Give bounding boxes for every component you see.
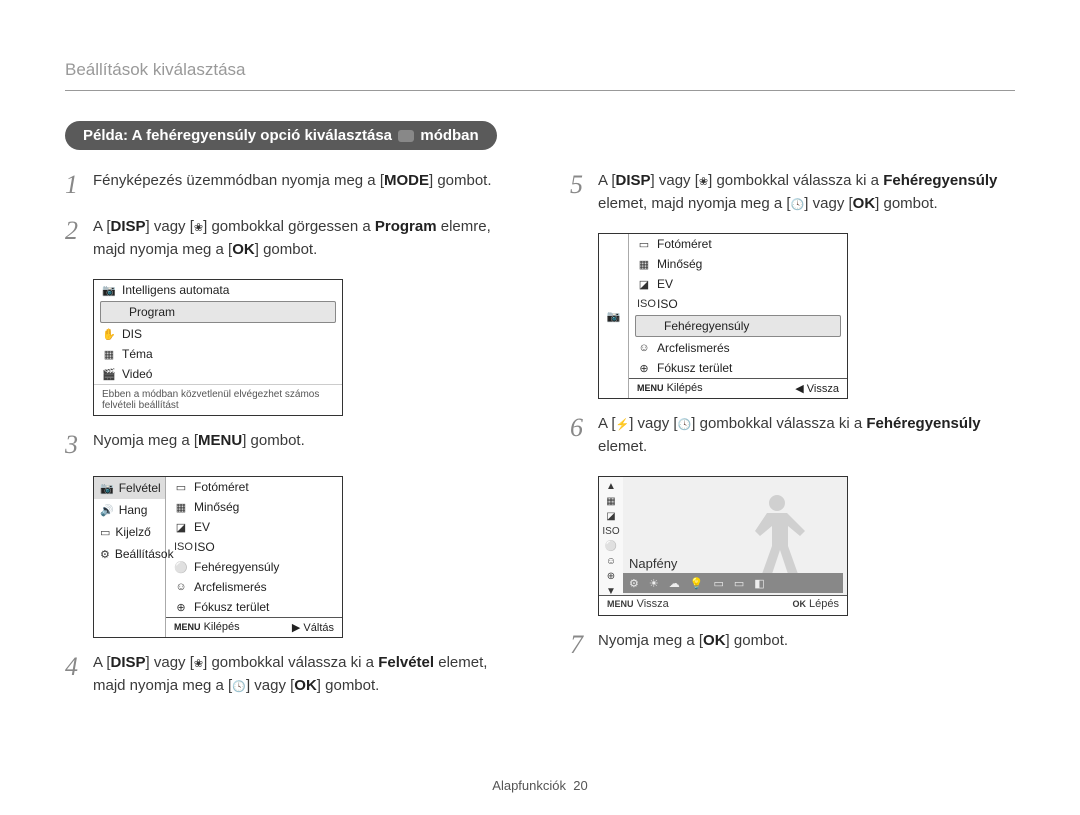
mode-button-label: MODE xyxy=(384,172,429,189)
wb-preview-box: ▲ ▦ ◪ ISO ⚪ ☺ ⊕ ▼ Napfény ⚙☀☁💡▭▭◧ MENU V… xyxy=(598,476,848,616)
step-body: Fényképezés üzemmódban nyomja meg a [MOD… xyxy=(93,170,510,198)
scene-icon: ▦ xyxy=(102,348,116,360)
step-body: Nyomja meg a [MENU] gombot. xyxy=(93,430,510,458)
step-4: 4 A [DISP] vagy [❀] gombokkal válassza k… xyxy=(65,652,510,697)
tab-column: 📷Felvétel 🔊Hang ▭Kijelző ⚙Beállítások xyxy=(94,477,166,637)
list-item: ⊕Fókusz terület xyxy=(166,597,342,617)
list-item: ISOISO xyxy=(166,537,342,557)
list-item: Fehéregyensúly xyxy=(635,315,841,337)
video-icon: 🎬 xyxy=(102,368,116,380)
wb-left-icons: ▲ ▦ ◪ ISO ⚪ ☺ ⊕ ▼ xyxy=(599,477,623,595)
display-icon: ▭ xyxy=(100,526,110,539)
step-num: 2 xyxy=(65,216,93,261)
list-item: Program xyxy=(100,301,336,323)
person-silhouette-icon xyxy=(737,487,817,577)
disp-button-label: DISP xyxy=(111,218,146,235)
camera-p-mode-icon xyxy=(398,130,414,142)
step-1: 1 Fényképezés üzemmódban nyomja meg a [M… xyxy=(65,170,510,198)
wb-menu-box: 📷 ▭Fotóméret ▦Minőség ◪EV ISOISO Fehéreg… xyxy=(598,233,848,399)
step-3: 3 Nyomja meg a [MENU] gombot. xyxy=(65,430,510,458)
step-num: 1 xyxy=(65,170,93,198)
list-item: 📷Intelligens automata xyxy=(94,280,342,300)
list-item: ☺Arcfelismerés xyxy=(629,338,847,358)
list-item: ◪EV xyxy=(166,517,342,537)
step-num: 7 xyxy=(570,630,598,658)
step-body: A [DISP] vagy [❀] gombokkal görgessen a … xyxy=(93,216,510,261)
timer-icon: 🕓 xyxy=(232,681,246,693)
ok-button-label: OK xyxy=(294,677,317,694)
timer-icon: 🕓 xyxy=(678,419,692,431)
wb-option-strip: ⚙☀☁💡▭▭◧ xyxy=(623,573,843,593)
camera-icon: 📷 xyxy=(100,482,114,495)
mode-menu-box: 📷Intelligens automata Program ✋DIS ▦Téma… xyxy=(93,279,343,416)
ok-button-label: OK xyxy=(703,632,726,649)
list-item: 🎬Videó xyxy=(94,364,342,384)
step-5: 5 A [DISP] vagy [❀] gombokkal válassza k… xyxy=(570,170,1015,215)
gear-icon: ⚙ xyxy=(100,548,110,561)
macro-icon: ❀ xyxy=(194,658,203,670)
left-column: 1 Fényképezés üzemmódban nyomja meg a [M… xyxy=(65,170,510,715)
right-column: 5 A [DISP] vagy [❀] gombokkal válassza k… xyxy=(570,170,1015,715)
step-body: A [DISP] vagy [❀] gombokkal válassza ki … xyxy=(598,170,1015,215)
step-body: A [⚡] vagy [🕓] gombokkal válassza ki a F… xyxy=(598,413,1015,458)
flash-icon: ⚡ xyxy=(616,419,630,431)
camera-icon: 📷 xyxy=(607,310,621,323)
tab-item: ▭Kijelző xyxy=(94,521,165,543)
example-suffix: módban xyxy=(420,127,478,144)
timer-icon: 🕓 xyxy=(791,199,805,211)
step-num: 3 xyxy=(65,430,93,458)
macro-icon: ❀ xyxy=(194,222,203,234)
macro-icon: ❀ xyxy=(699,176,708,188)
tab-item: 🔊Hang xyxy=(94,499,165,521)
step-num: 5 xyxy=(570,170,598,215)
step-7: 7 Nyomja meg a [OK] gombot. xyxy=(570,630,1015,658)
step-num: 4 xyxy=(65,652,93,697)
example-prefix: Példa: A fehéregyensúly opció kiválasztá… xyxy=(83,127,396,144)
disp-button-label: DISP xyxy=(616,172,651,189)
list-item: ▭Fotóméret xyxy=(166,477,342,497)
settings-list: ▭Fotóméret ▦Minőség ◪EV ISOISO ⚪Fehéregy… xyxy=(166,477,342,637)
list-item: ⚪Fehéregyensúly xyxy=(166,557,342,577)
list-item: ISOISO xyxy=(629,294,847,314)
step-num: 6 xyxy=(570,413,598,458)
list-item: ▦Minőség xyxy=(629,254,847,274)
list-item: ☺Arcfelismerés xyxy=(166,577,342,597)
tab-item: 📷Felvétel xyxy=(94,477,165,499)
ok-button-label: OK xyxy=(853,195,876,212)
disp-button-label: DISP xyxy=(111,654,146,671)
ok-button-label: OK xyxy=(232,241,255,258)
list-item: ▦Téma xyxy=(94,344,342,364)
menu-footer: MENU Kilépés ◀ Vissza xyxy=(629,378,847,398)
step-2: 2 A [DISP] vagy [❀] gombokkal görgessen … xyxy=(65,216,510,261)
sound-icon: 🔊 xyxy=(100,504,114,517)
tab-item: ⚙Beállítások xyxy=(94,543,165,565)
step-body: A [DISP] vagy [❀] gombokkal válassza ki … xyxy=(93,652,510,697)
columns: 1 Fényképezés üzemmódban nyomja meg a [M… xyxy=(65,170,1015,715)
dis-icon: ✋ xyxy=(102,328,116,340)
menu-button-label: MENU xyxy=(198,432,242,449)
step-body: Nyomja meg a [OK] gombot. xyxy=(598,630,1015,658)
page-title: Beállítások kiválasztása xyxy=(65,60,1015,91)
smart-auto-icon: 📷 xyxy=(102,284,116,296)
step-6: 6 A [⚡] vagy [🕓] gombokkal válassza ki a… xyxy=(570,413,1015,458)
settings-menu-box: 📷Felvétel 🔊Hang ▭Kijelző ⚙Beállítások ▭F… xyxy=(93,476,343,638)
list-item: ◪EV xyxy=(629,274,847,294)
wb-footer: MENU Vissza OK Lépés xyxy=(599,595,847,615)
list-item: ⊕Fókusz terület xyxy=(629,358,847,378)
settings-list: ▭Fotóméret ▦Minőség ◪EV ISOISO Fehéregye… xyxy=(629,234,847,398)
list-item: ▦Minőség xyxy=(166,497,342,517)
mode-note: Ebben a módban közvetlenül elvégezhet sz… xyxy=(94,384,342,415)
list-item: ▭Fotóméret xyxy=(629,234,847,254)
list-item: ✋DIS xyxy=(94,324,342,344)
menu-footer: MENU Kilépés ▶ Váltás xyxy=(166,617,342,637)
example-pill: Példa: A fehéregyensúly opció kiválasztá… xyxy=(65,121,497,150)
page-footer: Alapfunkciók 20 xyxy=(0,778,1080,793)
wb-label: Napfény xyxy=(629,556,677,571)
